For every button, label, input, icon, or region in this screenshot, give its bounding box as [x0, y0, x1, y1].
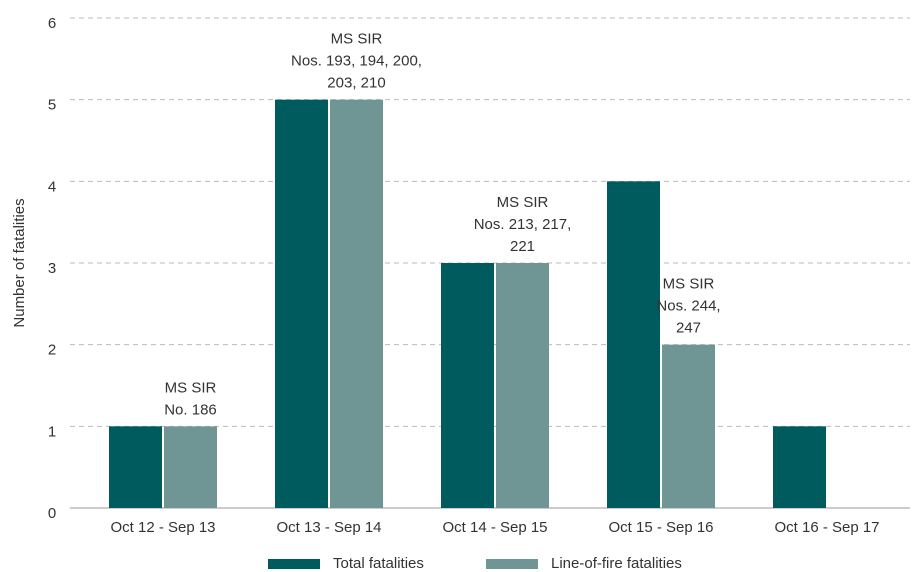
x-tick-label: Oct 16 - Sep 17: [774, 519, 879, 536]
bar: [109, 426, 162, 508]
bar: [164, 426, 217, 508]
x-tick-label: Oct 12 - Sep 13: [110, 519, 215, 536]
annotation: Nos. 213, 217,: [474, 216, 572, 233]
y-tick-label: 4: [48, 178, 56, 195]
annotation: Nos. 244,: [656, 298, 720, 315]
bar: [275, 99, 328, 509]
y-tick-label: 6: [48, 15, 56, 32]
annotation: MS SIR: [165, 379, 217, 396]
legend-label: Total fatalities: [333, 555, 424, 572]
annotation: MS SIR: [663, 276, 715, 293]
annotation: 203, 210: [327, 75, 385, 92]
annotation: No. 186: [164, 401, 217, 418]
y-tick-label: 2: [48, 342, 56, 359]
annotation: Nos. 193, 194, 200,: [291, 53, 422, 70]
annotation: MS SIR: [331, 31, 383, 48]
y-tick-label: 1: [48, 423, 56, 440]
bar: [607, 181, 660, 509]
y-tick-label: 0: [48, 505, 56, 522]
x-tick-label: Oct 15 - Sep 16: [608, 519, 713, 536]
bar: [662, 344, 715, 508]
x-tick-label: Oct 13 - Sep 14: [276, 519, 381, 536]
bar: [496, 263, 549, 508]
annotation: 221: [510, 238, 535, 255]
x-tick-label: Oct 14 - Sep 15: [442, 519, 547, 536]
y-tick-label: 5: [48, 97, 56, 114]
y-tick-label: 3: [48, 260, 56, 277]
legend-swatch: [486, 559, 538, 569]
bar: [330, 99, 383, 509]
legend-swatch: [268, 559, 320, 569]
annotation: 247: [676, 320, 701, 337]
bar: [441, 263, 494, 508]
y-axis-title: Number of fatalities: [11, 198, 28, 327]
bar: [773, 426, 826, 508]
legend-label: Line-of-fire fatalities: [551, 555, 682, 572]
annotation: MS SIR: [497, 194, 549, 211]
